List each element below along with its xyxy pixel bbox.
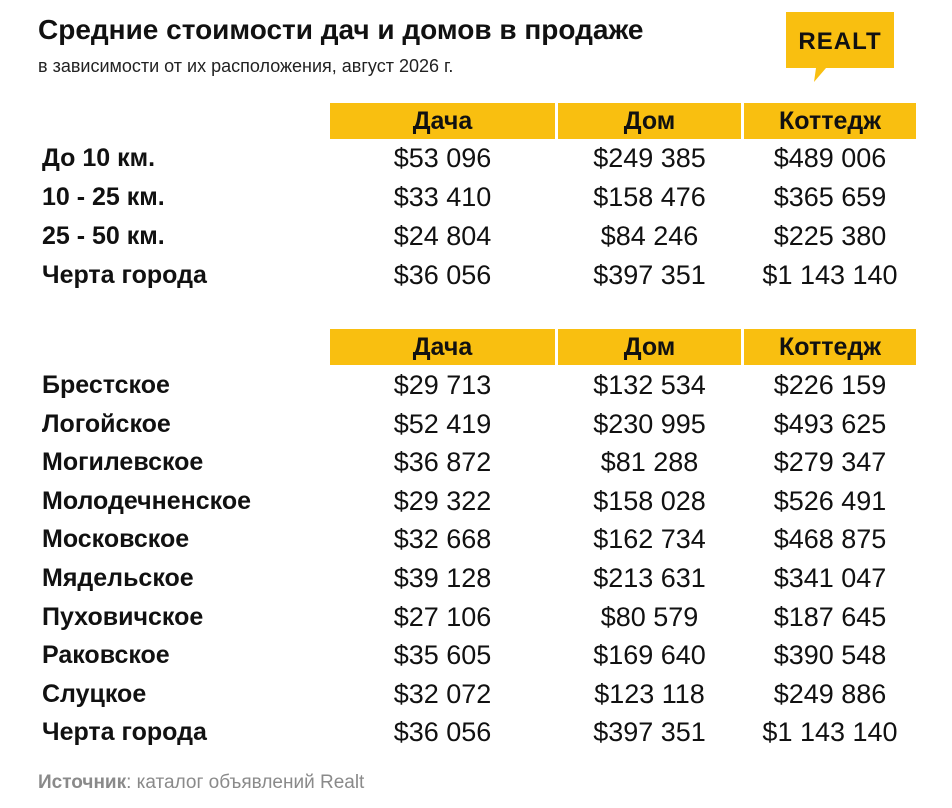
row-label: Логойское	[42, 409, 171, 438]
column-header: Коттедж	[744, 103, 916, 139]
price-cell: $35 605	[393, 640, 492, 671]
row-label: Молодечненское	[42, 486, 251, 515]
price-cell: $365 659	[773, 182, 887, 212]
price-cell: $468 875	[773, 524, 887, 555]
price-cell: $36 872	[393, 447, 492, 478]
price-cell: $27 106	[393, 601, 492, 632]
price-cell: $84 246	[600, 221, 699, 251]
source-text: : каталог объявлений Realt	[126, 772, 365, 793]
row-label: До 10 км.	[42, 144, 156, 172]
price-cell: $32 668	[393, 524, 492, 555]
price-cell: $123 118	[594, 678, 705, 709]
price-cell: $1 143 140	[762, 260, 898, 290]
price-cell: $39 128	[393, 563, 492, 593]
realt-logo: REALT	[786, 12, 894, 82]
price-cell: $225 380	[773, 221, 887, 251]
price-cell: $53 096	[393, 143, 492, 173]
price-cell: $158 476	[593, 182, 706, 212]
price-cell: $24 804	[393, 221, 492, 251]
row-label: Брестское	[42, 371, 170, 399]
price-cell: $158 028	[593, 485, 706, 516]
price-cell: $32 072	[393, 678, 492, 709]
price-cell: $397 351	[593, 717, 706, 748]
column-header: Дача	[330, 329, 555, 365]
row-label: 10 - 25 км.	[42, 183, 165, 211]
column-header: Дом	[558, 103, 741, 139]
row-label: Раковское	[42, 641, 170, 670]
row-label: Слуцкое	[42, 679, 147, 708]
row-label: 25 - 50 км.	[42, 222, 165, 250]
price-cell: $29 322	[393, 485, 492, 516]
price-cell: $489 006	[773, 143, 887, 173]
price-cell: $80 579	[600, 601, 699, 632]
logo-text: REALT	[798, 28, 882, 55]
column-header: Дом	[558, 329, 741, 365]
row-label: Московское	[42, 525, 190, 554]
logo-background-shape	[786, 12, 894, 82]
price-cell: $526 491	[773, 485, 887, 516]
price-cell: $81 288	[600, 447, 699, 478]
row-label: Могилевское	[42, 448, 204, 477]
price-cell: $213 631	[593, 563, 706, 593]
price-cell: $169 640	[593, 640, 706, 671]
row-label: Черта города	[42, 261, 207, 289]
row-label: Пуховичское	[42, 602, 204, 631]
price-cell: $230 995	[593, 408, 706, 439]
price-cell: $249 385	[593, 143, 706, 173]
price-cell: $1 143 140	[762, 717, 898, 748]
price-cell: $162 734	[593, 524, 706, 555]
price-cell: $341 047	[773, 563, 887, 593]
price-cell: $226 159	[773, 370, 887, 400]
price-cell: $397 351	[593, 260, 706, 290]
price-cell: $249 886	[773, 678, 887, 709]
row-label: Черта города	[42, 718, 207, 747]
column-header: Коттедж	[744, 329, 916, 365]
row-label: Мядельское	[42, 564, 194, 592]
price-cell: $52 419	[393, 408, 492, 439]
page-title: Средние стоимости дач и домов в продаже	[38, 14, 644, 45]
price-cell: $279 347	[773, 447, 887, 478]
price-cell: $493 625	[773, 408, 887, 439]
price-cell: $36 056	[393, 260, 492, 290]
price-cell: $36 056	[393, 717, 492, 748]
price-cell: $132 534	[593, 370, 706, 400]
source-label: Источник	[38, 772, 127, 793]
price-cell: $390 548	[773, 640, 887, 671]
page-subtitle: в зависимости от их расположения, август…	[38, 56, 454, 76]
price-cell: $187 645	[773, 601, 887, 632]
price-cell: $33 410	[393, 182, 492, 212]
price-cell: $29 713	[393, 370, 492, 400]
column-header: Дача	[330, 103, 555, 139]
source-note: Источник: каталог объявлений Realt	[38, 772, 364, 794]
